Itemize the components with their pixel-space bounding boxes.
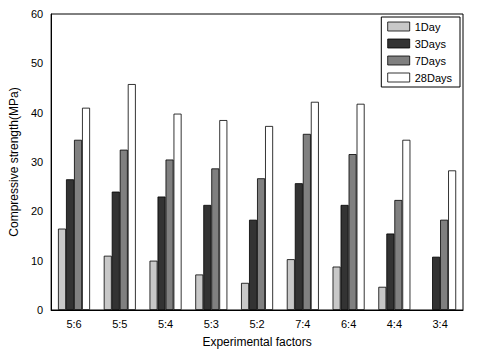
svg-text:4:4: 4:4 xyxy=(387,318,402,330)
svg-text:10: 10 xyxy=(31,255,43,267)
svg-text:5:2: 5:2 xyxy=(249,318,264,330)
svg-text:28Days: 28Days xyxy=(415,72,453,84)
svg-text:Compressive strength(MPa): Compressive strength(MPa) xyxy=(7,87,21,236)
svg-text:3Days: 3Days xyxy=(415,38,447,50)
svg-text:30: 30 xyxy=(31,156,43,168)
svg-text:5:6: 5:6 xyxy=(66,318,81,330)
svg-text:7Days: 7Days xyxy=(415,55,447,67)
svg-text:40: 40 xyxy=(31,107,43,119)
svg-text:60: 60 xyxy=(31,8,43,20)
svg-text:20: 20 xyxy=(31,205,43,217)
svg-text:3:4: 3:4 xyxy=(432,318,447,330)
svg-text:5:5: 5:5 xyxy=(112,318,127,330)
svg-text:Experimental factors: Experimental factors xyxy=(202,335,311,349)
svg-text:5:4: 5:4 xyxy=(158,318,173,330)
svg-text:0: 0 xyxy=(37,304,43,316)
svg-text:1Day: 1Day xyxy=(415,21,441,33)
svg-text:5:3: 5:3 xyxy=(204,318,219,330)
svg-text:6:4: 6:4 xyxy=(341,318,356,330)
svg-text:50: 50 xyxy=(31,57,43,69)
svg-text:7:4: 7:4 xyxy=(295,318,310,330)
